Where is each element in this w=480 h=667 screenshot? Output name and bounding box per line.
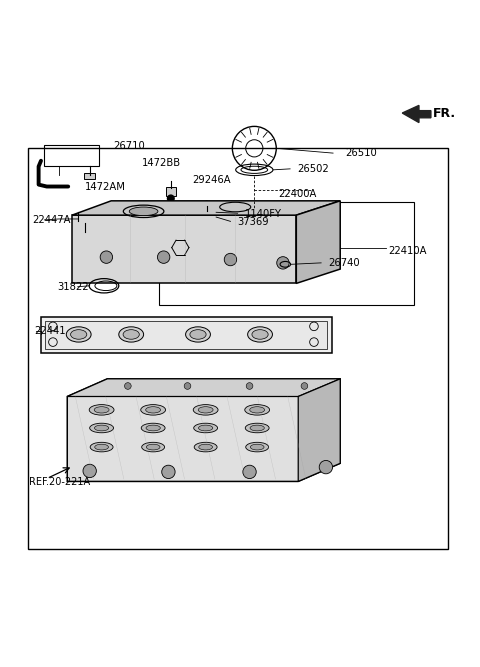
Ellipse shape: [90, 442, 113, 452]
Text: 31822: 31822: [58, 281, 89, 291]
Circle shape: [243, 465, 256, 479]
Ellipse shape: [89, 405, 114, 415]
Ellipse shape: [250, 425, 264, 431]
Polygon shape: [298, 379, 340, 482]
Circle shape: [204, 201, 209, 207]
Circle shape: [100, 251, 113, 263]
Circle shape: [157, 251, 170, 263]
Text: 22447A: 22447A: [33, 215, 71, 225]
FancyBboxPatch shape: [166, 187, 176, 196]
Ellipse shape: [250, 444, 264, 450]
Circle shape: [168, 195, 174, 202]
Polygon shape: [296, 201, 340, 283]
FancyBboxPatch shape: [84, 173, 95, 179]
FancyBboxPatch shape: [40, 317, 332, 353]
Ellipse shape: [146, 407, 161, 413]
Ellipse shape: [146, 425, 160, 431]
Ellipse shape: [246, 442, 269, 452]
Ellipse shape: [193, 405, 218, 415]
Ellipse shape: [250, 407, 264, 413]
Ellipse shape: [90, 424, 114, 433]
Polygon shape: [72, 201, 340, 215]
Polygon shape: [402, 105, 431, 123]
Ellipse shape: [123, 329, 139, 340]
Ellipse shape: [119, 327, 144, 342]
Text: 26740: 26740: [328, 258, 360, 268]
Circle shape: [184, 383, 191, 390]
Ellipse shape: [252, 329, 268, 340]
Polygon shape: [72, 215, 296, 283]
FancyBboxPatch shape: [197, 211, 216, 222]
Text: REF.20-221A: REF.20-221A: [29, 478, 90, 488]
Text: FR.: FR.: [433, 107, 456, 121]
Ellipse shape: [95, 425, 109, 431]
FancyBboxPatch shape: [45, 321, 327, 349]
Ellipse shape: [141, 405, 166, 415]
Circle shape: [82, 229, 88, 235]
Ellipse shape: [129, 207, 158, 215]
Text: 22410A: 22410A: [388, 246, 426, 256]
Circle shape: [246, 383, 253, 390]
Ellipse shape: [198, 407, 213, 413]
Text: 26710: 26710: [114, 141, 145, 151]
Circle shape: [301, 383, 308, 390]
Ellipse shape: [194, 442, 217, 452]
Ellipse shape: [199, 444, 213, 450]
Text: 37369: 37369: [238, 217, 269, 227]
Text: 1140FY: 1140FY: [245, 209, 282, 219]
Text: 1472BB: 1472BB: [142, 157, 181, 167]
Ellipse shape: [95, 444, 108, 450]
Text: 29246A: 29246A: [192, 175, 231, 185]
Ellipse shape: [146, 444, 160, 450]
Ellipse shape: [245, 405, 270, 415]
Ellipse shape: [66, 327, 91, 342]
Ellipse shape: [194, 424, 217, 433]
Ellipse shape: [245, 424, 269, 433]
Text: 22400A: 22400A: [278, 189, 316, 199]
Circle shape: [277, 257, 289, 269]
Circle shape: [75, 219, 81, 224]
Ellipse shape: [199, 425, 213, 431]
Circle shape: [124, 383, 131, 390]
Ellipse shape: [248, 327, 273, 342]
Text: 26510: 26510: [345, 148, 377, 158]
Circle shape: [162, 465, 175, 479]
Ellipse shape: [186, 327, 210, 342]
Ellipse shape: [94, 407, 109, 413]
Text: 1472AM: 1472AM: [85, 181, 126, 191]
Ellipse shape: [71, 329, 87, 340]
Text: 26502: 26502: [297, 164, 329, 174]
Ellipse shape: [190, 329, 206, 340]
Circle shape: [319, 460, 333, 474]
Circle shape: [224, 253, 237, 265]
Ellipse shape: [142, 442, 165, 452]
Ellipse shape: [141, 424, 165, 433]
Polygon shape: [67, 379, 340, 482]
Text: 22441: 22441: [34, 326, 65, 336]
Polygon shape: [67, 379, 340, 396]
Circle shape: [83, 464, 96, 478]
